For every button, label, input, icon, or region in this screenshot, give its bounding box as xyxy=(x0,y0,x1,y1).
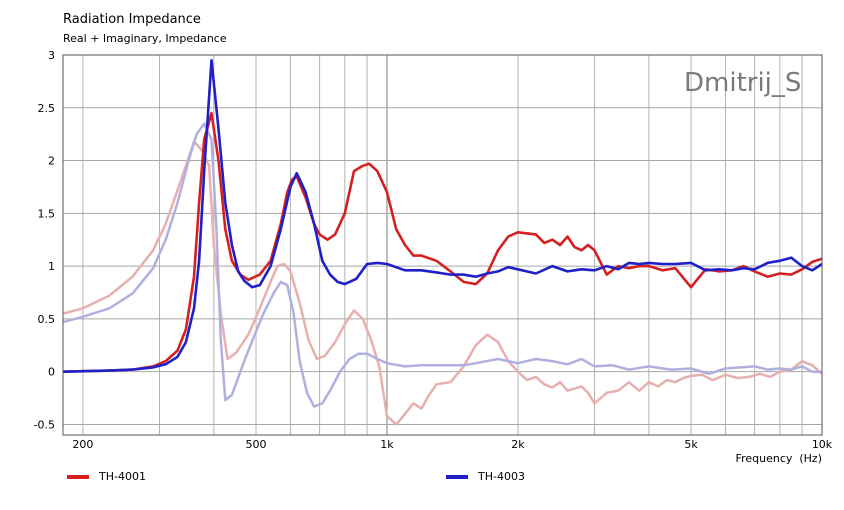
y-tick-label: 3 xyxy=(48,49,55,62)
series-line-th-4003-real xyxy=(62,59,823,373)
plot-border xyxy=(62,54,823,436)
y-tick-label: 0.5 xyxy=(38,313,56,326)
series-layer xyxy=(62,59,823,426)
series-line-th-4001-real xyxy=(62,111,823,373)
x-tick-label: 2k xyxy=(511,438,525,451)
y-tick-label: 0 xyxy=(48,366,55,379)
chart-title: Radiation Impedance xyxy=(63,12,201,27)
legend-label-th4001: TH-4001 xyxy=(99,470,146,483)
legend-swatch-th4003 xyxy=(446,474,468,479)
series-line-th-4003-imaginary xyxy=(62,122,822,408)
y-tick-label: -0.5 xyxy=(34,418,55,431)
x-tick-label: 1k xyxy=(380,438,394,451)
y-tick-label: 2.5 xyxy=(38,102,56,115)
axis-layer: 3 2.5 2 1.5 1 0.5 0 -0.5 200 500 1k 2k 5k 10k xyxy=(34,49,833,451)
series-line-th-4001-imaginary xyxy=(62,140,823,426)
y-tick-label: 2 xyxy=(48,155,55,168)
x-axis-label: Frequency (Hz) xyxy=(736,452,822,465)
watermark-text: Dmitrij_S xyxy=(684,68,801,98)
y-tick-label: 1 xyxy=(48,260,55,273)
x-tick-label: 5k xyxy=(684,438,698,451)
y-tick-label: 1.5 xyxy=(38,207,56,220)
x-tick-label: 200 xyxy=(72,438,93,451)
legend-swatch-th4001 xyxy=(67,474,89,479)
legend-item-th4003: TH-4003 xyxy=(446,470,525,483)
legend-label-th4003: TH-4003 xyxy=(478,470,525,483)
x-tick-label: 500 xyxy=(246,438,267,451)
x-tick-label: 10k xyxy=(812,438,833,451)
legend-item-th4001: TH-4001 xyxy=(67,470,146,483)
chart-subtitle: Real + Imaginary, Impedance xyxy=(63,32,227,45)
